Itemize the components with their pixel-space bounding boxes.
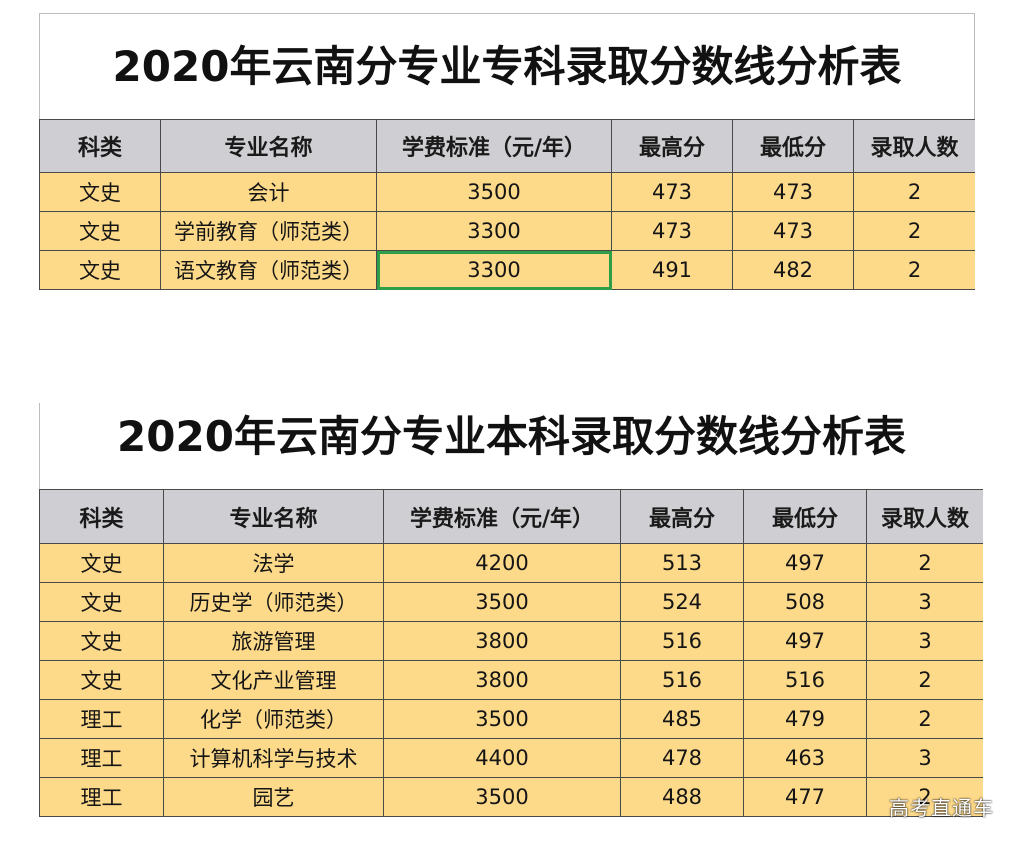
column-header-admitted-count[interactable]: 录取人数 (853, 119, 975, 173)
cell-major[interactable]: 文化产业管理 (163, 660, 384, 700)
cell-major[interactable]: 语文教育（师范类） (160, 250, 377, 290)
cell-min-score[interactable]: 516 (743, 660, 867, 700)
column-header-tuition[interactable]: 学费标准（元/年） (376, 119, 612, 173)
cell-major[interactable]: 园艺 (163, 777, 384, 817)
cell-admitted-count[interactable]: 2 (866, 543, 983, 583)
cell-min-score[interactable]: 477 (743, 777, 867, 817)
table-row: 理工 化学（师范类） 3500 485 479 2 (39, 699, 983, 739)
cell-tuition[interactable]: 3800 (383, 621, 621, 661)
cell-admitted-count[interactable]: 3 (866, 582, 983, 622)
cell-category[interactable]: 理工 (39, 738, 164, 778)
cell-tuition[interactable]: 3500 (383, 777, 621, 817)
cell-tuition[interactable]: 3500 (383, 699, 621, 739)
cell-max-score[interactable]: 488 (620, 777, 744, 817)
cell-major[interactable]: 旅游管理 (163, 621, 384, 661)
cell-max-score[interactable]: 516 (620, 621, 744, 661)
cell-tuition[interactable]: 3300 (376, 211, 612, 251)
cell-category[interactable]: 文史 (39, 582, 164, 622)
cell-min-score[interactable]: 473 (732, 172, 854, 212)
score-table: 科类 专业名称 学费标准（元/年） 最高分 最低分 录取人数 文史 法学 420… (39, 489, 983, 817)
watermark: 高考直通车 (889, 796, 994, 820)
table-row: 文史 语文教育（师范类） 3300 491 482 2 (39, 250, 975, 290)
cell-major[interactable]: 历史学（师范类） (163, 582, 384, 622)
cell-max-score[interactable]: 516 (620, 660, 744, 700)
column-header-min-score[interactable]: 最低分 (732, 119, 854, 173)
table-row: 理工 园艺 3500 488 477 2 (39, 777, 983, 817)
cell-admitted-count[interactable]: 2 (853, 250, 975, 290)
benke-score-table: 2020年云南分专业本科录取分数线分析表 科类 专业名称 学费标准（元/年） 最… (39, 403, 983, 824)
cell-max-score[interactable]: 485 (620, 699, 744, 739)
cell-max-score[interactable]: 478 (620, 738, 744, 778)
column-header-tuition[interactable]: 学费标准（元/年） (383, 489, 621, 544)
cell-major[interactable]: 会计 (160, 172, 377, 212)
cell-admitted-count[interactable]: 2 (853, 172, 975, 212)
cell-major[interactable]: 化学（师范类） (163, 699, 384, 739)
cell-max-score[interactable]: 473 (611, 172, 733, 212)
cell-category[interactable]: 文史 (39, 621, 164, 661)
cell-category[interactable]: 文史 (39, 172, 161, 212)
table-row: 文史 文化产业管理 3800 516 516 2 (39, 660, 983, 700)
score-table: 科类 专业名称 学费标准（元/年） 最高分 最低分 录取人数 文史 会计 350… (39, 119, 975, 290)
cell-max-score[interactable]: 513 (620, 543, 744, 583)
cell-category[interactable]: 文史 (39, 211, 161, 251)
cell-admitted-count[interactable]: 2 (853, 211, 975, 251)
cell-admitted-count[interactable]: 3 (866, 738, 983, 778)
cell-max-score[interactable]: 491 (611, 250, 733, 290)
cell-tuition-selected[interactable]: 3300 (376, 250, 612, 290)
table-row: 文史 历史学（师范类） 3500 524 508 3 (39, 582, 983, 622)
cell-major[interactable]: 法学 (163, 543, 384, 583)
cell-min-score[interactable]: 463 (743, 738, 867, 778)
cell-tuition[interactable]: 3800 (383, 660, 621, 700)
column-header-admitted-count[interactable]: 录取人数 (866, 489, 983, 544)
cell-category[interactable]: 理工 (39, 699, 164, 739)
header-row: 科类 专业名称 学费标准（元/年） 最高分 最低分 录取人数 (39, 489, 983, 544)
header-row: 科类 专业名称 学费标准（元/年） 最高分 最低分 录取人数 (39, 119, 975, 173)
cell-max-score[interactable]: 524 (620, 582, 744, 622)
cell-tuition[interactable]: 3500 (383, 582, 621, 622)
cell-category[interactable]: 理工 (39, 777, 164, 817)
cell-admitted-count[interactable]: 2 (866, 660, 983, 700)
cell-tuition[interactable]: 4200 (383, 543, 621, 583)
column-header-category[interactable]: 科类 (39, 119, 161, 173)
table-title: 2020年云南分专业专科录取分数线分析表 (39, 14, 975, 119)
column-header-min-score[interactable]: 最低分 (743, 489, 867, 544)
cell-major[interactable]: 计算机科学与技术 (163, 738, 384, 778)
cell-admitted-count[interactable]: 2 (866, 777, 983, 817)
cell-category[interactable]: 文史 (39, 543, 164, 583)
cell-min-score[interactable]: 473 (732, 211, 854, 251)
cell-min-score[interactable]: 479 (743, 699, 867, 739)
table-row: 文史 法学 4200 513 497 2 (39, 543, 983, 583)
table-row: 文史 学前教育（师范类） 3300 473 473 2 (39, 211, 975, 251)
column-header-major[interactable]: 专业名称 (163, 489, 384, 544)
cell-category[interactable]: 文史 (39, 660, 164, 700)
cell-major[interactable]: 学前教育（师范类） (160, 211, 377, 251)
cell-min-score[interactable]: 497 (743, 621, 867, 661)
table-row: 文史 会计 3500 473 473 2 (39, 172, 975, 212)
table-row: 理工 计算机科学与技术 4400 478 463 3 (39, 738, 983, 778)
column-header-major[interactable]: 专业名称 (160, 119, 377, 173)
cell-min-score[interactable]: 482 (732, 250, 854, 290)
cell-min-score[interactable]: 508 (743, 582, 867, 622)
column-header-max-score[interactable]: 最高分 (620, 489, 744, 544)
cell-max-score[interactable]: 473 (611, 211, 733, 251)
cell-tuition[interactable]: 4400 (383, 738, 621, 778)
column-header-category[interactable]: 科类 (39, 489, 164, 544)
cell-tuition[interactable]: 3500 (376, 172, 612, 212)
table-row: 文史 旅游管理 3800 516 497 3 (39, 621, 983, 661)
cell-min-score[interactable]: 497 (743, 543, 867, 583)
column-header-max-score[interactable]: 最高分 (611, 119, 733, 173)
cell-admitted-count[interactable]: 2 (866, 699, 983, 739)
cell-admitted-count[interactable]: 3 (866, 621, 983, 661)
table-title: 2020年云南分专业本科录取分数线分析表 (39, 403, 983, 489)
zhuanke-score-table: 2020年云南分专业专科录取分数线分析表 科类 专业名称 学费标准（元/年） 最… (39, 13, 975, 292)
cell-category[interactable]: 文史 (39, 250, 161, 290)
